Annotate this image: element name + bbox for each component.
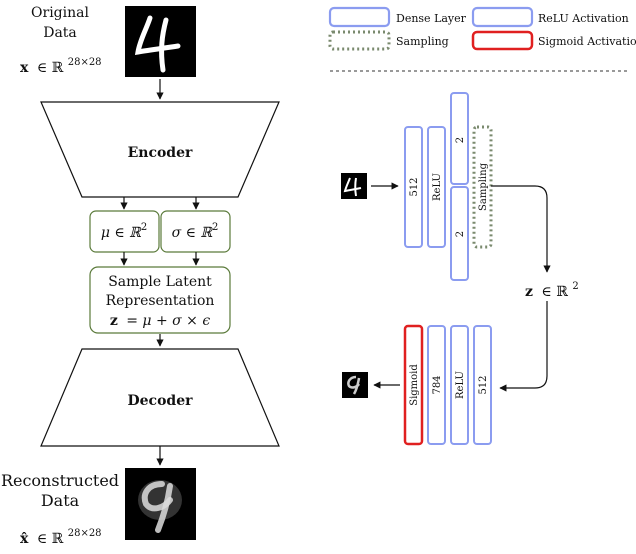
encoder-input-digit	[341, 173, 367, 199]
sample-line1: Sample Latent	[108, 274, 212, 290]
arrow-sampling-to-z	[491, 186, 547, 272]
dec-dense-512-label: 512	[478, 375, 489, 394]
legend-dense-swatch	[330, 8, 389, 26]
legend-dense-label: Dense Layer	[396, 12, 467, 25]
latent-z-label: z ∈ ℝ 2	[525, 281, 579, 300]
decoder-output-digit	[342, 372, 368, 398]
dec-sigmoid-label: Sigmoid	[409, 364, 420, 406]
enc-relu-label: ReLU	[432, 173, 443, 201]
dec-relu-label: ReLU	[455, 371, 466, 399]
legend-relu-swatch	[473, 8, 532, 26]
reconstructed-digit-image	[125, 468, 196, 540]
recon-label-line2: Data	[41, 491, 80, 510]
legend-sampling-label: Sampling	[396, 35, 449, 48]
legend-sigmoid-swatch	[473, 32, 532, 49]
decoder-label: Decoder	[128, 393, 194, 409]
enc-dense-mu-label: 2	[455, 137, 466, 143]
enc-dense-512-label: 512	[409, 177, 420, 196]
x-domain-label: x ∈ ℝ 28×28	[20, 57, 102, 76]
legend-sampling-swatch	[330, 32, 389, 49]
dec-dense-784-label: 784	[432, 375, 443, 394]
legend-relu-label: ReLU Activation	[538, 12, 629, 25]
original-digit-image	[125, 6, 196, 77]
sigma-label: σ ∈ ℝ2	[172, 222, 219, 241]
arrow-z-to-decoder-net	[500, 301, 547, 388]
recon-label-line1: Reconstructed	[1, 471, 119, 490]
encoder-label: Encoder	[128, 145, 193, 161]
mu-label: μ ∈ ℝ2	[101, 222, 147, 241]
sample-line2: Representation	[106, 293, 215, 309]
legend-sigmoid-label: Sigmoid Activation	[538, 35, 636, 48]
original-label-line1: Original	[31, 5, 89, 21]
enc-sampling-label: Sampling	[478, 162, 489, 211]
enc-dense-sigma-label: 2	[455, 231, 466, 237]
legend: Dense Layer ReLU Activation Sampling Sig…	[330, 8, 636, 49]
xhat-domain-label: x̂ ∈ ℝ 28×28	[20, 528, 102, 547]
original-label-line2: Data	[43, 25, 77, 41]
